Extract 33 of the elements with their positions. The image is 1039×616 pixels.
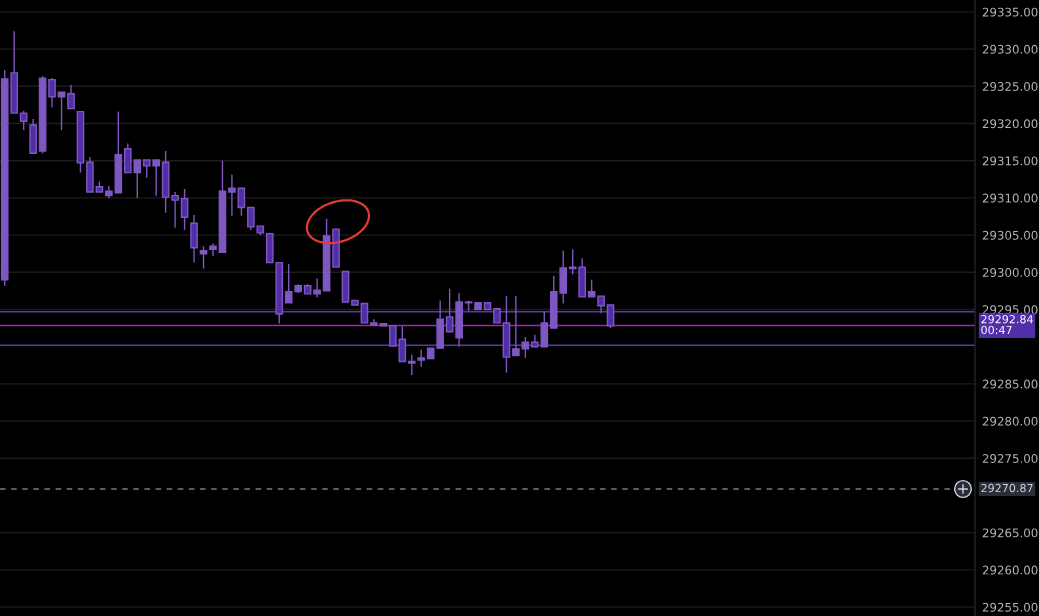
candlestick (606, 304, 615, 329)
y-tick-label: 29295.00 (982, 305, 1038, 315)
candlestick (171, 191, 179, 229)
candlestick (445, 287, 454, 333)
candlestick (521, 336, 530, 359)
candlestick (180, 188, 189, 231)
candlestick (313, 277, 321, 299)
candlestick (407, 354, 416, 376)
y-tick-label: 29325.00 (982, 82, 1038, 91)
y-tick-label: 29280.00 (982, 416, 1038, 426)
candlestick (237, 187, 246, 217)
y-tick-label: 29300.00 (982, 268, 1038, 277)
y-tick-label: 29330.00 (982, 44, 1038, 54)
candlestick (67, 84, 75, 110)
ref-line-label: 29270.87 (981, 483, 1033, 493)
y-tick-label: 29275.00 (982, 454, 1038, 463)
y-tick-label: 29285.00 (982, 379, 1038, 389)
candlestick (512, 295, 520, 357)
y-tick-label: 29310.00 (982, 193, 1038, 203)
y-tick-label: 29335.00 (982, 7, 1038, 17)
candlestick (19, 110, 28, 131)
candlestick (199, 245, 208, 270)
y-tick-label: 29260.00 (982, 565, 1038, 575)
y-tick-label: 29315.00 (982, 156, 1038, 166)
candlestick (360, 302, 369, 324)
y-tick-label: 29305.00 (982, 230, 1038, 240)
candlestick (48, 77, 56, 108)
candlestick (209, 242, 217, 257)
y-tick-label: 29265.00 (982, 528, 1038, 538)
y-tick-label: 29255.00 (982, 602, 1038, 612)
candlestick (228, 174, 236, 217)
ref-line-label: 29292.84 00:47 (981, 315, 1033, 335)
y-tick-label: 29320.00 (982, 119, 1038, 129)
